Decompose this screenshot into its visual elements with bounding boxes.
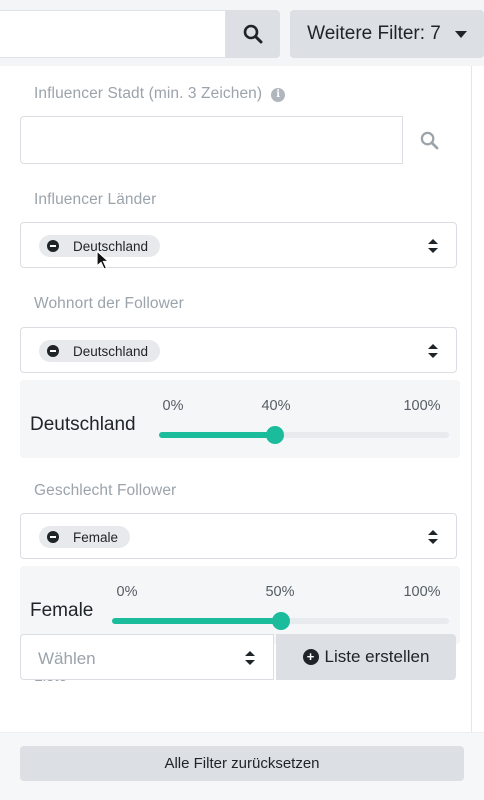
create-list-label: Liste erstellen (324, 647, 430, 666)
city-search-button[interactable] (403, 116, 455, 164)
city-input[interactable] (20, 116, 403, 164)
slider-thumb[interactable] (271, 612, 290, 630)
remove-chip-icon[interactable] (47, 240, 59, 252)
follower-location-chip[interactable]: Deutschland (39, 340, 161, 362)
filter-toolbar: Weitere Filter: 7 (0, 0, 484, 66)
more-filters-button[interactable]: Weitere Filter: 7 (290, 10, 484, 58)
countries-filter-label: Influencer Länder (34, 191, 157, 208)
search-icon (243, 24, 263, 44)
slider-tick-max: 100% (403, 584, 441, 600)
follower-gender-label: Geschlecht Follower (34, 482, 177, 499)
follower-gender-slider-card: Female 0% 50% 100% (20, 566, 460, 644)
follower-location-label: Wohnort der Follower (34, 295, 184, 312)
more-filters-label: Weitere Filter: 7 (307, 23, 441, 44)
create-list-button[interactable]: + Liste erstellen (276, 634, 456, 680)
select-arrows-icon (428, 239, 438, 253)
info-icon[interactable]: i (271, 88, 286, 102)
follower-location-slider-card: Deutschland 0% 40% 100% (20, 380, 460, 458)
slider-tick-min: 0% (116, 584, 138, 600)
main-search-input[interactable] (0, 10, 226, 58)
list-select-placeholder: Wählen (38, 649, 96, 668)
slider-fill (159, 432, 275, 438)
slider-tick-min: 0% (162, 398, 184, 414)
slider-tick-max: 100% (403, 398, 441, 414)
follower-location-chip-label: Deutschland (73, 343, 149, 359)
select-arrows-icon (245, 651, 255, 665)
list-select[interactable]: Wählen (20, 634, 274, 680)
countries-select[interactable]: Deutschland (20, 222, 457, 268)
select-arrows-icon (428, 530, 438, 544)
slider-tick-value: 50% (265, 584, 295, 600)
slider-track[interactable] (112, 612, 449, 630)
slider-title: Female (30, 600, 94, 621)
city-filter-label-text: Influencer Stadt (min. 3 Zeichen) (34, 85, 263, 102)
search-button[interactable] (226, 10, 280, 58)
slider-track[interactable] (159, 426, 449, 444)
filter-footer: Alle Filter zurücksetzen (0, 732, 484, 800)
plus-circle-icon: + (302, 649, 319, 665)
city-filter-label: Influencer Stadt (min. 3 Zeichen) i (34, 85, 286, 103)
follower-gender-select[interactable]: Female (20, 513, 457, 559)
country-chip-label: Deutschland (73, 238, 149, 254)
gender-chip[interactable]: Female (39, 526, 131, 548)
slider-title: Deutschland (30, 414, 136, 435)
select-arrows-icon (428, 344, 438, 358)
slider-thumb[interactable] (266, 426, 284, 444)
search-icon (420, 131, 438, 149)
mouse-cursor-icon (96, 250, 111, 270)
follower-location-select[interactable]: Deutschland (20, 327, 457, 373)
filter-panel: Influencer Stadt (min. 3 Zeichen) i Influ… (0, 66, 472, 800)
slider-fill (112, 618, 281, 624)
country-chip[interactable]: Deutschland (39, 235, 161, 257)
gender-chip-label: Female (73, 529, 119, 545)
caret-down-icon (454, 30, 467, 38)
remove-chip-icon[interactable] (47, 345, 59, 357)
remove-chip-icon[interactable] (47, 531, 59, 543)
slider-tick-value: 40% (261, 398, 291, 414)
reset-filters-button[interactable]: Alle Filter zurücksetzen (20, 746, 464, 781)
